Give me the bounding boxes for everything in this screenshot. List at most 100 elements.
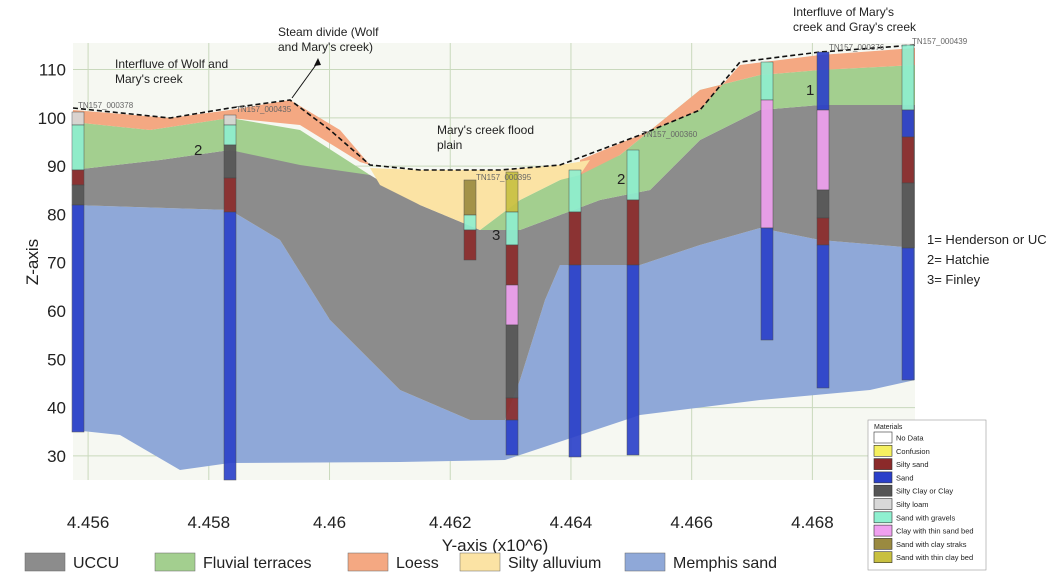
fluvial-terrace-layer [73,118,370,175]
legend-swatch [624,552,666,572]
borehole-segment [505,244,519,286]
borehole-segment [223,124,237,146]
uccu-layer [73,105,915,420]
x-tick-label: 4.462 [429,513,472,532]
materials-label: Silty sand [896,460,929,469]
y-tick-label: 40 [47,399,66,418]
borehole-segment [223,144,237,179]
y-tick-label: 70 [47,254,66,273]
borehole-segment [901,44,915,111]
y-tick-label: 110 [39,61,66,80]
materials-label: Clay with thin sand bed [896,527,974,536]
x-tick-label: 4.464 [550,513,593,532]
borehole-segment [760,99,774,229]
legend-swatch [347,552,389,572]
borehole-segment [626,149,640,201]
materials-label: Sand [896,473,914,482]
borehole-segment [901,136,915,184]
legend-label: UCCU [73,555,119,572]
silty-alluvium-layer [370,160,590,230]
loess-layer [580,48,915,175]
surface-line [72,44,916,171]
x-axis-label: Y-axis (x10^6) [442,536,549,555]
zone-label: 3 [492,227,500,244]
borehole-segment [816,217,830,246]
y-axis-label: Z-axis [23,239,42,285]
zone-label: 2 [617,171,625,188]
borehole-label: TN157_000439 [912,37,968,46]
borehole-segment [505,211,519,246]
arrow [291,61,319,99]
materials-swatch [873,444,893,457]
materials-swatch [873,458,893,470]
materials-swatch [873,471,893,484]
materials-title: Materials [874,424,903,431]
materials-swatch [873,511,893,524]
legend-swatch [459,552,501,572]
boreholes [71,44,915,481]
materials-label: Confusion [896,447,930,456]
borehole-segment [568,169,582,213]
annotation: Interfluve of Wolf and Mary's creek [115,57,228,86]
materials-label: Sand with gravels [896,513,955,522]
y-tick-label: 50 [47,350,66,369]
borehole-segment [816,51,830,111]
materials-label: Silty loam [896,500,929,509]
borehole-segment [505,324,519,399]
materials-swatch [873,538,893,550]
annotation: Interfluve of Mary's creek and Gray's cre… [793,5,917,34]
borehole-segment [71,204,85,433]
annotation: Steam divide (Wolf and Mary's creek) [278,25,379,54]
materials-swatch [873,498,893,510]
borehole-segment [71,184,85,206]
borehole-segment [505,284,519,326]
legend-label: Memphis sand [673,555,777,572]
borehole-segment [463,214,477,231]
borehole-segment [223,114,237,126]
legend-swatch [154,552,196,572]
borehole-label: TN157_000395 [476,173,532,182]
borehole-segment [901,247,915,381]
materials-label: No Data [896,434,924,443]
borehole-segment [816,189,830,219]
annotation: Mary's creek flood plain [437,123,534,152]
materials-label: Sand with clay straks [896,540,967,549]
borehole-segment [626,199,640,266]
fluvial-terrace-layer [480,65,915,230]
y-tick-label: 60 [47,302,66,321]
x-tick-label: 4.458 [188,513,231,532]
borehole-segment [760,61,774,101]
borehole-segment [223,211,237,481]
borehole-segment [816,244,830,389]
materials-label: Sand with thin clay bed [896,553,973,562]
borehole-segment [463,229,477,261]
borehole-label: TN157_000360 [642,130,698,139]
borehole-segment [901,182,915,249]
borehole-segment [463,179,477,216]
borehole-segment [223,177,237,213]
y-tick-label: 80 [47,205,66,224]
memphis-sand-layer [73,205,915,470]
borehole-segment [760,227,774,341]
borehole-label: TN157_000378 [78,101,134,110]
borehole-segment [505,397,519,421]
borehole-label: TN157_000435 [236,105,292,114]
borehole-label: TN157_000376 [829,43,885,52]
key-text: 2= Hatchie [927,252,990,267]
borehole-segment [71,111,85,126]
materials-swatch [873,484,893,497]
y-tick-label: 100 [38,109,66,128]
borehole-segment [568,211,582,266]
key-text: 3= Finley [927,272,981,287]
materials-swatch [873,524,893,537]
materials-swatch [873,431,893,444]
key-text: 1= Henderson or UC [927,232,1047,247]
legend-label: Loess [396,555,439,572]
borehole-segment [71,124,85,171]
zone-label: 1 [806,82,814,99]
materials-swatch [873,551,893,564]
legend-label: Silty alluvium [508,555,601,572]
arrow-head [314,58,321,66]
x-tick-label: 4.468 [791,513,834,532]
